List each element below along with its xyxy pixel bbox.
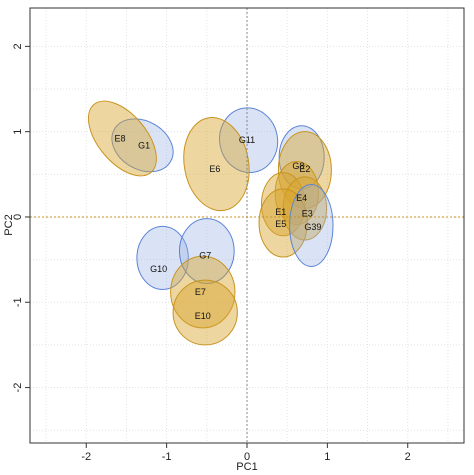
label-g39: G39 [304, 222, 321, 232]
x-tick-label: 0 [244, 451, 250, 463]
ellipse-g7 [178, 218, 235, 285]
x-axis-title: PC1 [236, 461, 257, 473]
y-tick-label: -1 [12, 297, 24, 307]
y-axis-title: PC2 [3, 214, 15, 235]
label-g8: G8 [292, 161, 304, 171]
ellipse-e5 [258, 188, 308, 258]
label-e1: E1 [275, 207, 286, 217]
label-e7: E7 [195, 287, 206, 297]
label-e6: E6 [209, 164, 220, 174]
ellipse-e6 [183, 117, 250, 212]
ellipse-e8 [87, 100, 157, 177]
ellipse-e7 [170, 255, 236, 329]
y-tick-label: -2 [12, 383, 24, 393]
ellipse-g11 [219, 107, 279, 174]
label-e10: E10 [195, 311, 211, 321]
y-ticks: -2 -1 0 1 2 [12, 43, 30, 392]
label-e3: E3 [302, 209, 313, 219]
y-tick-label: 0 [12, 214, 24, 220]
ellipses [87, 100, 334, 346]
x-tick-label: 2 [405, 451, 411, 463]
label-g1: G1 [138, 140, 150, 150]
ellipse-e10 [172, 279, 238, 346]
y-tick-label: 1 [12, 129, 24, 135]
label-g10: G10 [150, 264, 167, 274]
x-tick-label: -2 [81, 451, 91, 463]
label-g11: G11 [239, 135, 255, 145]
zero-lines [30, 8, 464, 443]
label-g7: G7 [199, 250, 211, 260]
label-e4: E4 [296, 193, 307, 203]
label-e5: E5 [275, 219, 286, 229]
ellipse-g1 [111, 118, 174, 173]
y-tick-label: 2 [12, 43, 24, 49]
x-ticks: -2 -1 0 1 2 [81, 443, 411, 463]
label-e2: E2 [299, 164, 310, 174]
ellipse-g39 [289, 184, 334, 267]
label-e8: E8 [115, 134, 126, 144]
x-tick-label: -1 [162, 451, 172, 463]
x-tick-label: 1 [324, 451, 330, 463]
